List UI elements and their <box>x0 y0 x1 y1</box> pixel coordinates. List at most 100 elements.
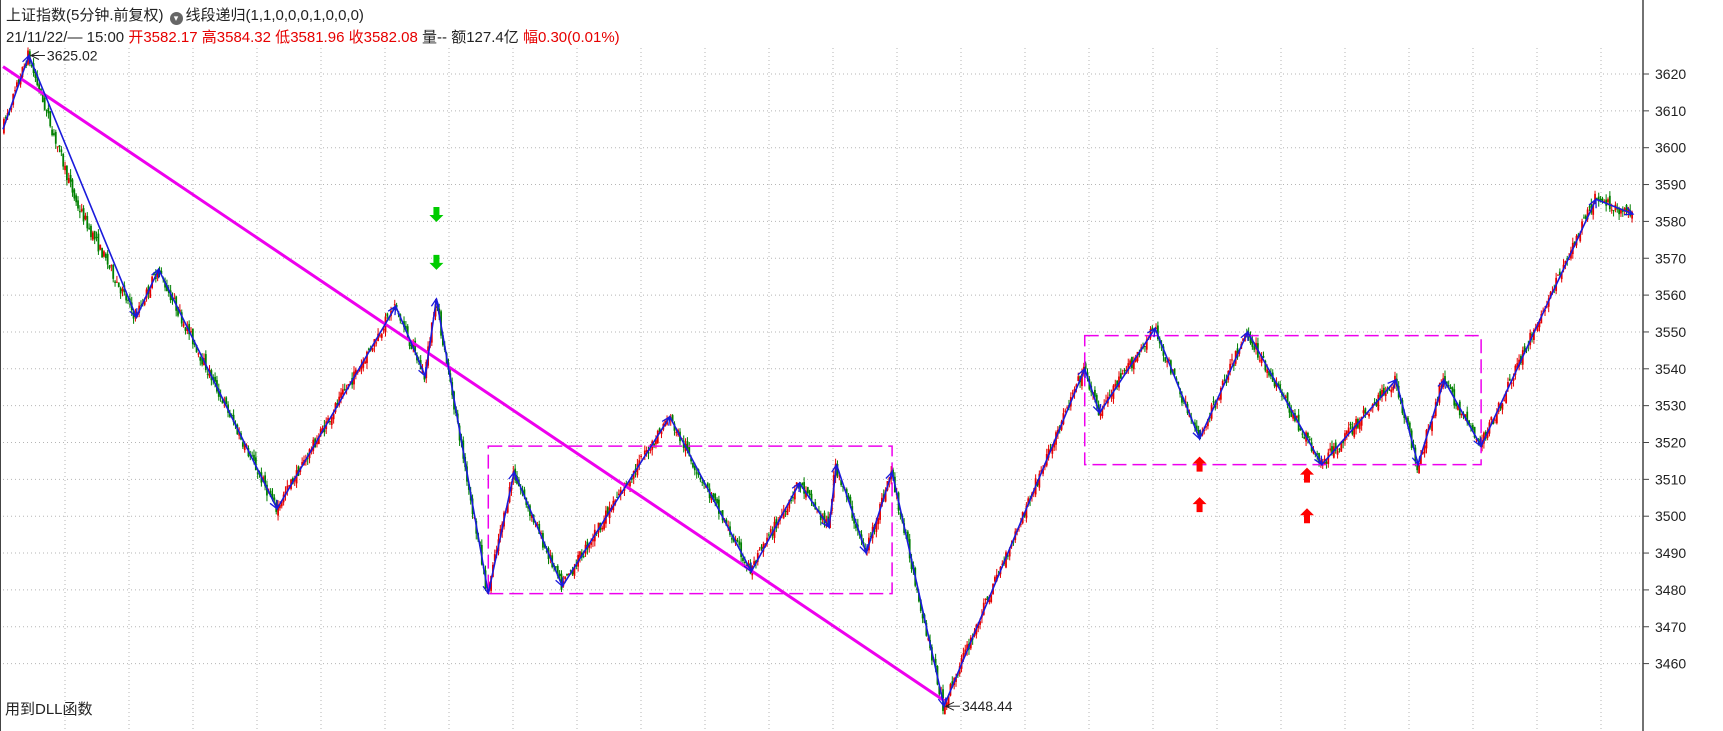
candle-body-down <box>1262 355 1265 358</box>
indicator-dropdown-icon[interactable]: ▾ <box>169 12 183 25</box>
candle-body-up <box>603 519 605 530</box>
candle-body-up <box>943 703 946 715</box>
candle-body-up <box>1594 193 1596 202</box>
candle-body-up <box>1051 444 1054 454</box>
indicator-name: 线段递归(1,1,0,0,0,1,0,0,0) <box>185 7 364 24</box>
extreme-price-label: 3448.44 <box>962 698 1013 714</box>
candle-body-up <box>627 483 630 485</box>
candle-body-up <box>1008 548 1011 557</box>
candle-body-down <box>1138 352 1141 356</box>
candle-body-down <box>842 486 844 488</box>
candle-body-up <box>110 265 113 267</box>
candle-body-up <box>238 432 241 436</box>
candle-body-up <box>805 490 807 498</box>
candle-body-up <box>1027 498 1030 506</box>
candle-body-up <box>286 485 289 492</box>
candle-body-down <box>566 573 568 576</box>
candle-body-up <box>877 518 880 525</box>
candle-body-down <box>951 681 954 688</box>
y-tick-label: 3520 <box>1655 435 1686 451</box>
candle-body-down <box>191 328 194 345</box>
candle-body-up <box>590 542 592 545</box>
amount-label: 额 <box>451 29 467 46</box>
candle-body-down <box>1084 363 1087 370</box>
candle-body-down <box>1316 453 1319 455</box>
candle-body-down <box>1232 363 1235 367</box>
candle-body-down <box>742 557 744 561</box>
candle-body-up <box>1005 552 1007 568</box>
volume-label: 量 <box>422 29 438 46</box>
candle-body-up <box>795 482 798 486</box>
candle-body-down <box>910 558 913 569</box>
candle-body-up <box>1460 413 1463 416</box>
candle-body-down <box>1116 380 1119 387</box>
y-tick-label: 3540 <box>1655 361 1686 377</box>
candle-body-down <box>1473 426 1476 438</box>
candle-body-down <box>919 599 922 612</box>
candle-body-down <box>125 293 128 301</box>
candle-body-up <box>638 460 641 466</box>
buy-signal-arrow-icon <box>1192 497 1207 513</box>
segment-arrowhead <box>1411 455 1421 467</box>
candle-body-up <box>645 450 648 452</box>
candle-body-down <box>790 499 793 501</box>
candle-body-down <box>38 84 41 92</box>
candle-body-up <box>380 333 383 338</box>
candle-body-down <box>647 452 650 454</box>
candle-body-down <box>1364 408 1367 416</box>
candle-body-up <box>1486 431 1489 438</box>
candle-body-up <box>499 529 502 538</box>
candle-body-down <box>251 455 254 457</box>
candle-body-up <box>1536 323 1539 332</box>
candle-body-down <box>1349 423 1352 426</box>
candle-body-up <box>655 439 657 445</box>
candle-body-down <box>716 499 718 504</box>
candle-body-down <box>1388 389 1391 391</box>
y-tick-label: 3480 <box>1655 582 1686 598</box>
candle-body-up <box>358 368 361 372</box>
candle-body-down <box>855 523 857 529</box>
candle-body-down <box>558 573 561 577</box>
candle-body-up <box>1631 211 1633 219</box>
candle-body-down <box>1375 402 1378 407</box>
candle-body-up <box>506 502 509 513</box>
candle-body-down <box>1277 383 1280 386</box>
candle-body-down <box>1407 417 1409 425</box>
y-tick-label: 3550 <box>1655 324 1686 340</box>
dll-function-note: 用到DLL函数 <box>5 701 93 718</box>
candle-body-down <box>1151 327 1154 331</box>
candle-body-up <box>277 504 279 516</box>
candle-body-down <box>899 512 902 515</box>
candle-body-up <box>619 489 622 495</box>
candle-body-down <box>204 354 207 371</box>
candle-body-up <box>1242 338 1244 342</box>
chart-title: 上证指数(5分钟.前复权) <box>6 7 164 24</box>
candle-body-up <box>1514 365 1517 375</box>
candle-body-up <box>838 475 841 477</box>
y-tick-label: 3510 <box>1655 471 1686 487</box>
candle-body-down <box>699 477 702 480</box>
candle-body-down <box>60 149 63 153</box>
segment-arrowhead <box>1437 378 1447 389</box>
candle-body-up <box>1347 427 1350 433</box>
candle-body-up <box>393 304 396 306</box>
trend-line <box>2 65 945 702</box>
candle-body-down <box>571 570 574 575</box>
candle-body-down <box>206 373 209 375</box>
candle-body-down <box>95 236 98 238</box>
candle-body-down <box>1279 384 1282 391</box>
candle-body-down <box>1595 197 1598 199</box>
candle-body-down <box>1416 463 1419 471</box>
candle-body-down <box>1108 394 1111 396</box>
volume-value: -- <box>437 29 448 46</box>
candle-body-up <box>1505 391 1508 404</box>
candle-body-down <box>1499 404 1502 409</box>
candle-body-up <box>1440 384 1443 388</box>
candle-body-up <box>643 450 646 455</box>
candle-body-down <box>1197 430 1200 437</box>
candle-body-up <box>782 510 785 518</box>
candle-body-up <box>99 244 102 250</box>
candle-body-up <box>601 527 604 530</box>
candle-body-up <box>1533 329 1535 340</box>
